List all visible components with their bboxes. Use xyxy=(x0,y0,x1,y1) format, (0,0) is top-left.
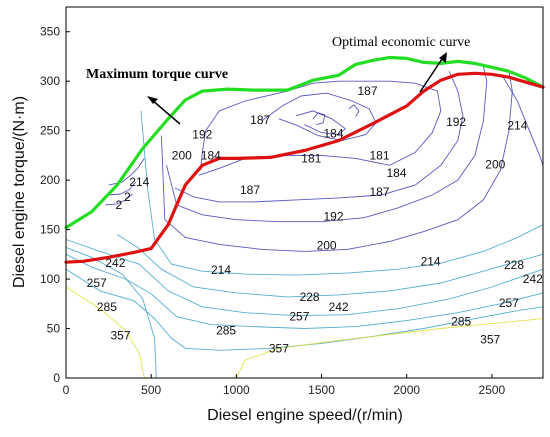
contour-label: 357 xyxy=(480,332,500,346)
y-tick-label: 50 xyxy=(47,322,61,336)
contour-label: 214 xyxy=(421,254,441,268)
contour-line xyxy=(65,246,157,379)
contour-label: 192 xyxy=(192,128,212,142)
contour-label: 228 xyxy=(504,258,524,272)
contour-label: 214 xyxy=(507,119,527,133)
y-axis-title: Diesel engine torque/(N·m) xyxy=(11,96,28,288)
series-layer xyxy=(64,55,545,264)
y-tick-label: 250 xyxy=(40,124,60,138)
contour-label: 2 xyxy=(115,198,122,212)
annotation-maximum-torque: Maximum torque curve xyxy=(86,67,228,82)
annotation-arrow-optimal xyxy=(419,55,445,93)
plot-frame xyxy=(65,6,544,379)
x-tick-label: 2500 xyxy=(479,383,506,397)
contour-label: 357 xyxy=(110,329,130,343)
contour-label: 285 xyxy=(451,315,471,329)
contour-label: 228 xyxy=(300,290,320,304)
contour-label: 242 xyxy=(329,300,349,314)
contour-label: 187 xyxy=(250,113,270,127)
contour-label: 181 xyxy=(301,151,321,165)
contour-label: 200 xyxy=(485,157,505,171)
contour-line xyxy=(106,181,137,196)
y-tick-label: 200 xyxy=(40,173,60,187)
x-tick-label: 1000 xyxy=(223,383,250,397)
contour-label: 184 xyxy=(201,148,221,162)
annotation-optimal-economic: Optimal economic curve xyxy=(332,35,470,50)
x-tick-label: 0 xyxy=(63,383,70,397)
y-tick-label: 350 xyxy=(40,25,60,39)
x-tick-label: 2000 xyxy=(393,383,420,397)
contour-line xyxy=(140,110,544,276)
contour-line xyxy=(295,110,347,136)
annotation-arrow-max-torque xyxy=(151,99,181,125)
contour-label: 187 xyxy=(240,183,260,197)
y-tick-label: 150 xyxy=(40,223,60,237)
contour-line xyxy=(261,92,377,142)
contour-label: 242 xyxy=(523,272,543,286)
axis-ticks: 0 500 1000 1500 2000 2500 0 50 100 150 200 250 300 35… xyxy=(40,25,506,397)
annotation-arrowhead-optimal xyxy=(439,52,447,63)
contour-line xyxy=(65,239,544,317)
contour-lines xyxy=(65,66,544,379)
contour-label: 257 xyxy=(499,296,519,310)
contour-label: 2 xyxy=(124,190,131,204)
contour-line xyxy=(105,193,133,206)
y-tick-label: 300 xyxy=(40,74,60,88)
contour-line xyxy=(198,80,442,176)
contour-line xyxy=(348,104,360,118)
contour-label: 187 xyxy=(369,185,389,199)
contour-label: 200 xyxy=(317,238,337,252)
contour-label: 192 xyxy=(323,210,343,224)
contour-line xyxy=(312,112,326,126)
optimal-economic-curve xyxy=(64,71,545,264)
contour-label: 357 xyxy=(269,341,289,355)
contour-line xyxy=(501,75,544,166)
contour-label: 181 xyxy=(369,148,389,162)
x-axis-title: Diesel engine speed/(r/min) xyxy=(207,407,403,424)
contour-line xyxy=(65,286,145,379)
contour-label: 285 xyxy=(97,300,117,314)
contour-label: 200 xyxy=(172,148,192,162)
contour-label: 257 xyxy=(87,276,107,290)
contour-label: 214 xyxy=(129,175,149,189)
maximum-torque-curve xyxy=(64,55,545,230)
x-tick-label: 500 xyxy=(141,383,161,397)
contour-label: 187 xyxy=(357,84,377,98)
contour-line xyxy=(65,268,544,351)
contour-line xyxy=(166,66,488,223)
contour-label: 214 xyxy=(211,263,231,277)
x-tick-label: 1500 xyxy=(308,383,335,397)
contour-line xyxy=(116,234,544,298)
contour-line xyxy=(65,253,544,329)
contour-line xyxy=(160,71,513,252)
contour-label: 242 xyxy=(105,256,125,270)
contour-line xyxy=(235,318,544,379)
contour-line xyxy=(174,71,464,203)
contour-label: 285 xyxy=(216,324,236,338)
contour-label: 257 xyxy=(289,310,309,324)
contour-label: 184 xyxy=(323,127,343,141)
contour-label: 184 xyxy=(386,166,406,180)
y-tick-label: 100 xyxy=(40,272,60,286)
annotation-arrowhead-max-torque xyxy=(147,96,158,104)
y-tick-label: 0 xyxy=(53,371,60,385)
contour-label: 192 xyxy=(446,115,466,129)
